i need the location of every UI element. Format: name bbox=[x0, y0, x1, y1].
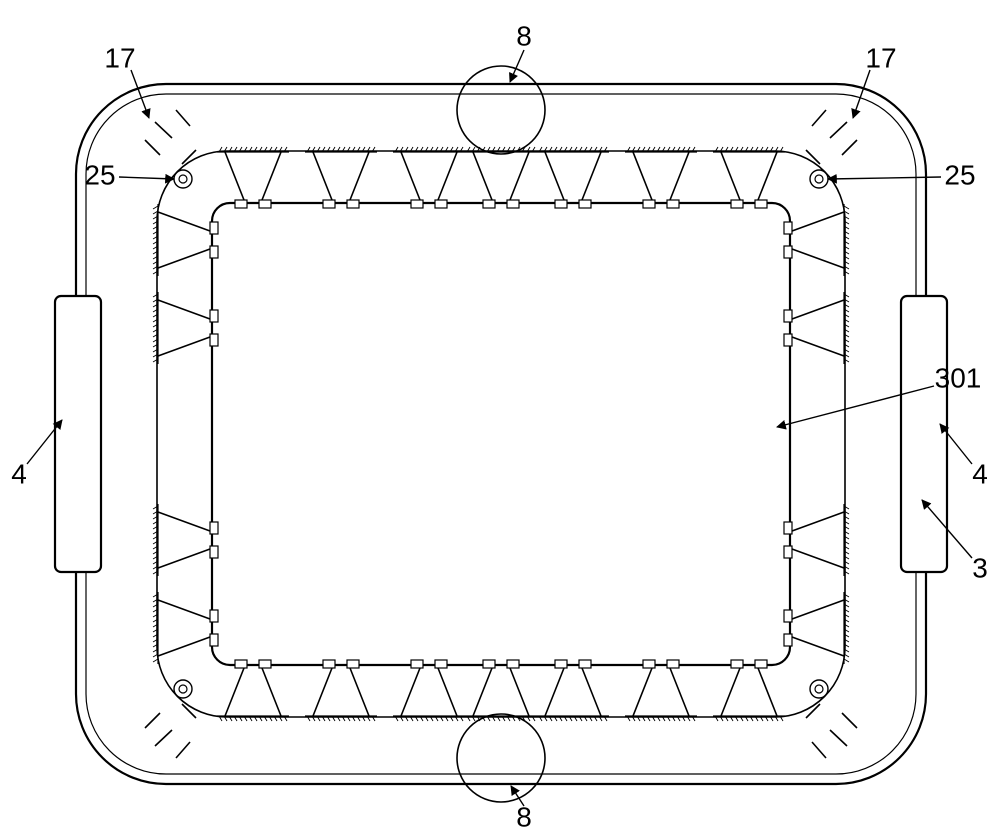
truss-top-6 bbox=[713, 147, 785, 208]
truss-left-1 bbox=[153, 292, 218, 364]
leader-8_top bbox=[510, 50, 524, 82]
label-25_tr: 25 bbox=[944, 159, 975, 190]
corner-tick-bl-1 bbox=[155, 730, 172, 746]
corner-tick-tr-3 bbox=[812, 110, 826, 126]
corner-circle-tl bbox=[174, 170, 192, 188]
corner-tick-bl-3 bbox=[176, 742, 190, 758]
label-4_left: 4 bbox=[11, 458, 27, 489]
truss-left-2 bbox=[153, 504, 218, 576]
corner-tick-tl-1 bbox=[155, 122, 172, 138]
leader-25_tr bbox=[828, 177, 941, 179]
corner-tick-br-0 bbox=[842, 713, 857, 728]
corner-circle-bl bbox=[174, 680, 192, 698]
truss-right-3 bbox=[784, 592, 849, 664]
corner-tick-tl-3 bbox=[176, 110, 190, 126]
detail-circle-8-bottom bbox=[457, 714, 545, 802]
corner-circle-inner-bl bbox=[179, 685, 187, 693]
corner-circle-tr bbox=[810, 170, 828, 188]
label-25_tl: 25 bbox=[84, 159, 115, 190]
truss-bottom-6 bbox=[713, 660, 785, 721]
truss-top-3 bbox=[465, 147, 537, 208]
truss-top-5 bbox=[625, 147, 697, 208]
leader-17_tr bbox=[853, 70, 870, 118]
cylinder-right bbox=[901, 296, 947, 572]
truss-top-0 bbox=[217, 147, 289, 208]
truss-bottom-4 bbox=[537, 660, 609, 721]
technical-drawing: 3 301 8 8 17 17 25 25 4 4 bbox=[0, 0, 1000, 831]
label-301: 301 bbox=[935, 362, 982, 393]
label-3: 3 bbox=[972, 552, 988, 583]
truss-bottom-0 bbox=[217, 660, 289, 721]
truss-bottom-2 bbox=[393, 660, 465, 721]
corner-circle-br bbox=[810, 680, 828, 698]
corner-circle-inner-tl bbox=[179, 175, 187, 183]
corner-tick-br-3 bbox=[812, 742, 826, 758]
truss-bottom-5 bbox=[625, 660, 697, 721]
inner-ring bbox=[157, 151, 845, 717]
corner-circle-inner-br bbox=[815, 685, 823, 693]
outer-frame bbox=[76, 84, 926, 784]
label-4_right: 4 bbox=[972, 458, 988, 489]
truss-right-1 bbox=[784, 292, 849, 364]
detail-circle-8-top bbox=[457, 66, 545, 154]
corner-circle-inner-tr bbox=[815, 175, 823, 183]
label-17_tr: 17 bbox=[865, 42, 896, 73]
truss-bottom-3 bbox=[465, 660, 537, 721]
corner-tick-tl-0 bbox=[145, 140, 160, 155]
center-square bbox=[212, 203, 790, 665]
truss-left-3 bbox=[153, 592, 218, 664]
leader-25_tl bbox=[119, 177, 174, 179]
truss-left-0 bbox=[153, 204, 218, 276]
leader-17_tl bbox=[131, 70, 149, 118]
corner-tick-bl-0 bbox=[145, 713, 160, 728]
truss-right-0 bbox=[784, 204, 849, 276]
corner-tick-tr-1 bbox=[830, 122, 847, 138]
cylinder-left bbox=[55, 296, 101, 572]
truss-top-1 bbox=[305, 147, 377, 208]
truss-right-2 bbox=[784, 504, 849, 576]
corner-tick-tr-0 bbox=[842, 140, 857, 155]
label-8_bot: 8 bbox=[516, 801, 532, 831]
truss-bottom-1 bbox=[305, 660, 377, 721]
label-8_top: 8 bbox=[516, 20, 532, 51]
outer-frame-inner-line bbox=[86, 94, 916, 774]
label-17_tl: 17 bbox=[104, 42, 135, 73]
corner-tick-br-1 bbox=[830, 730, 847, 746]
truss-top-2 bbox=[393, 147, 465, 208]
truss-top-4 bbox=[537, 147, 609, 208]
